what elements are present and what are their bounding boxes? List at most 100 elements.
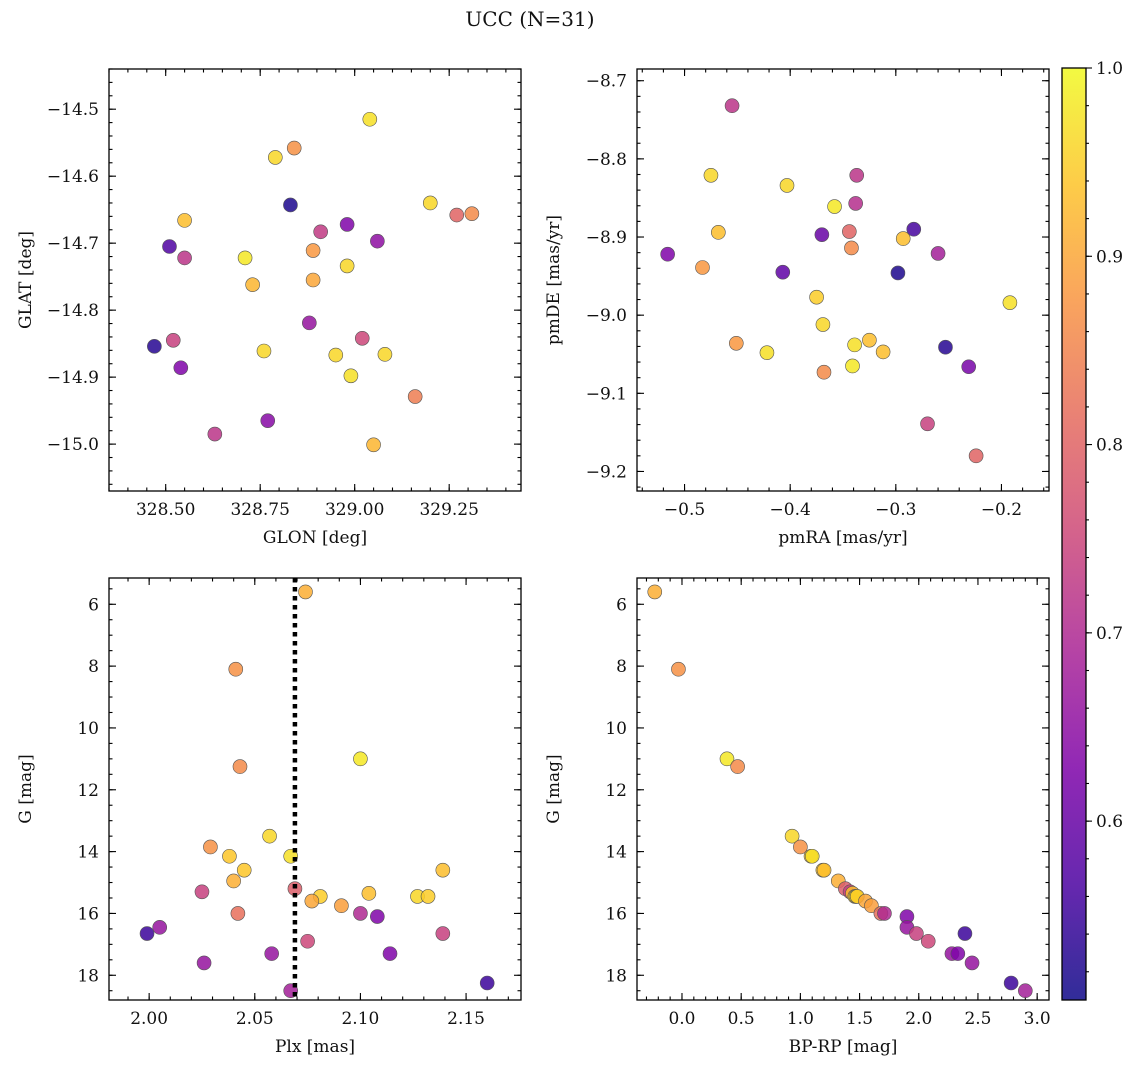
scatter-point — [354, 330, 370, 346]
scatter-point — [906, 221, 922, 237]
colorbar-tick-label: 0.8 — [1096, 436, 1123, 456]
x-tick-label: 2.15 — [447, 1009, 485, 1029]
scatter-point — [875, 344, 891, 360]
scatter-point — [957, 926, 973, 941]
y-tick-label: −14.7 — [47, 234, 99, 254]
scatter-point — [660, 246, 675, 262]
x-tick-label: 0.5 — [728, 1009, 755, 1029]
axes-frame — [636, 68, 1050, 492]
scatter-point — [793, 839, 808, 855]
scatter-point — [711, 225, 726, 240]
y-tick-label: −8.7 — [586, 72, 627, 92]
y-tick-label: 18 — [605, 966, 627, 986]
x-tick-label: −0.2 — [981, 500, 1022, 520]
scatter-point — [920, 933, 936, 949]
colorbar-frame — [1061, 67, 1087, 1001]
y-tick-label: −14.8 — [47, 301, 99, 321]
scatter-point — [1018, 983, 1033, 999]
scatter-point — [232, 759, 248, 774]
scatter-point — [407, 389, 423, 404]
y-tick-label: −9.1 — [586, 384, 627, 404]
scatter-point — [147, 339, 162, 354]
scatter-point — [759, 345, 775, 360]
scatter-point — [938, 339, 953, 355]
scatter-point — [226, 873, 241, 889]
scatter-point — [449, 207, 465, 223]
x-tick-label: −0.4 — [770, 500, 811, 520]
colorbar-gradient — [1062, 68, 1086, 1000]
x-axis-label: Plx [mas] — [275, 1037, 355, 1057]
scatter-point — [724, 98, 740, 114]
y-tick-label: −8.9 — [586, 228, 627, 248]
x-tick-label: 329.00 — [325, 500, 384, 520]
scatter-point — [382, 946, 398, 961]
y-axis-label: G [mag] — [16, 754, 36, 823]
scatter-point — [313, 224, 328, 240]
y-tick-label: −15.0 — [47, 435, 99, 455]
scatter-point — [816, 862, 832, 878]
scatter-point — [228, 661, 244, 677]
scatter-point — [300, 933, 315, 949]
scatter-point — [816, 364, 832, 380]
scatter-point — [353, 906, 368, 921]
scatter-point — [353, 751, 368, 767]
scatter-point — [173, 360, 189, 376]
scatter-point — [305, 243, 321, 258]
scatter-point — [920, 416, 935, 432]
x-tick-label: 328.50 — [136, 500, 195, 520]
x-tick-label: 0.0 — [668, 1009, 695, 1029]
scatter-point — [784, 828, 800, 844]
colorbar: 0.6 0.7 0.8 0.9 1.0 — [1061, 59, 1123, 1001]
scatter-point — [804, 848, 820, 864]
scatter-point — [260, 413, 276, 428]
scatter-point — [286, 140, 302, 156]
scatter-point — [222, 848, 237, 864]
scatter-point — [420, 889, 436, 904]
axes-frame — [108, 577, 522, 1001]
scatter-point — [194, 884, 210, 900]
scatter-point — [237, 250, 253, 266]
x-tick-label: 2.05 — [236, 1009, 274, 1029]
x-tick-label: 328.75 — [230, 500, 289, 520]
scatter-point — [245, 277, 260, 292]
x-tick-label: 1.5 — [846, 1009, 873, 1029]
scatter-point — [730, 759, 745, 774]
y-tick-label: −14.5 — [47, 100, 99, 120]
scatter-point — [256, 343, 272, 359]
scatter-point — [895, 231, 911, 246]
axes-frame — [636, 577, 1050, 1001]
scatter-point — [647, 584, 663, 600]
scatter-point — [230, 906, 246, 921]
scatter-point — [203, 839, 218, 855]
scatter-point — [961, 359, 977, 375]
scatter-point — [847, 337, 862, 353]
colorbar-tick-label: 0.6 — [1096, 812, 1123, 832]
scatter-point — [422, 195, 438, 211]
scatter-point — [207, 426, 223, 442]
scatter-point — [302, 315, 317, 331]
y-tick-label: −8.8 — [586, 150, 627, 170]
scatter-point — [339, 258, 355, 274]
scatter-point — [930, 246, 946, 261]
scatter-point — [703, 167, 719, 183]
y-tick-label: −14.6 — [47, 167, 99, 187]
colorbar-tick-label: 1.0 — [1096, 59, 1123, 79]
x-tick-label: 3.0 — [1024, 1009, 1051, 1029]
scatter-point — [864, 898, 879, 914]
scatter-point — [809, 289, 824, 305]
scatter-point — [719, 751, 735, 767]
x-axis-label: BP-RP [mag] — [789, 1037, 898, 1057]
scatter-point — [262, 828, 277, 844]
scatter-point — [435, 862, 451, 878]
scatter-point — [370, 909, 385, 924]
scatter-point — [479, 975, 495, 991]
y-tick-label: 12 — [77, 781, 99, 801]
scatter-point — [361, 886, 377, 901]
scatter-point — [968, 448, 984, 464]
y-tick-label: 8 — [616, 657, 627, 677]
scatter-point — [196, 955, 212, 971]
y-tick-label: 16 — [605, 904, 627, 924]
y-tick-label: −9.2 — [586, 462, 627, 482]
panel-plx-g: 2.00 2.05 2.10 2.15 6 8 10 12 14 16 18 Plx [mas] G [… — [16, 577, 522, 1057]
